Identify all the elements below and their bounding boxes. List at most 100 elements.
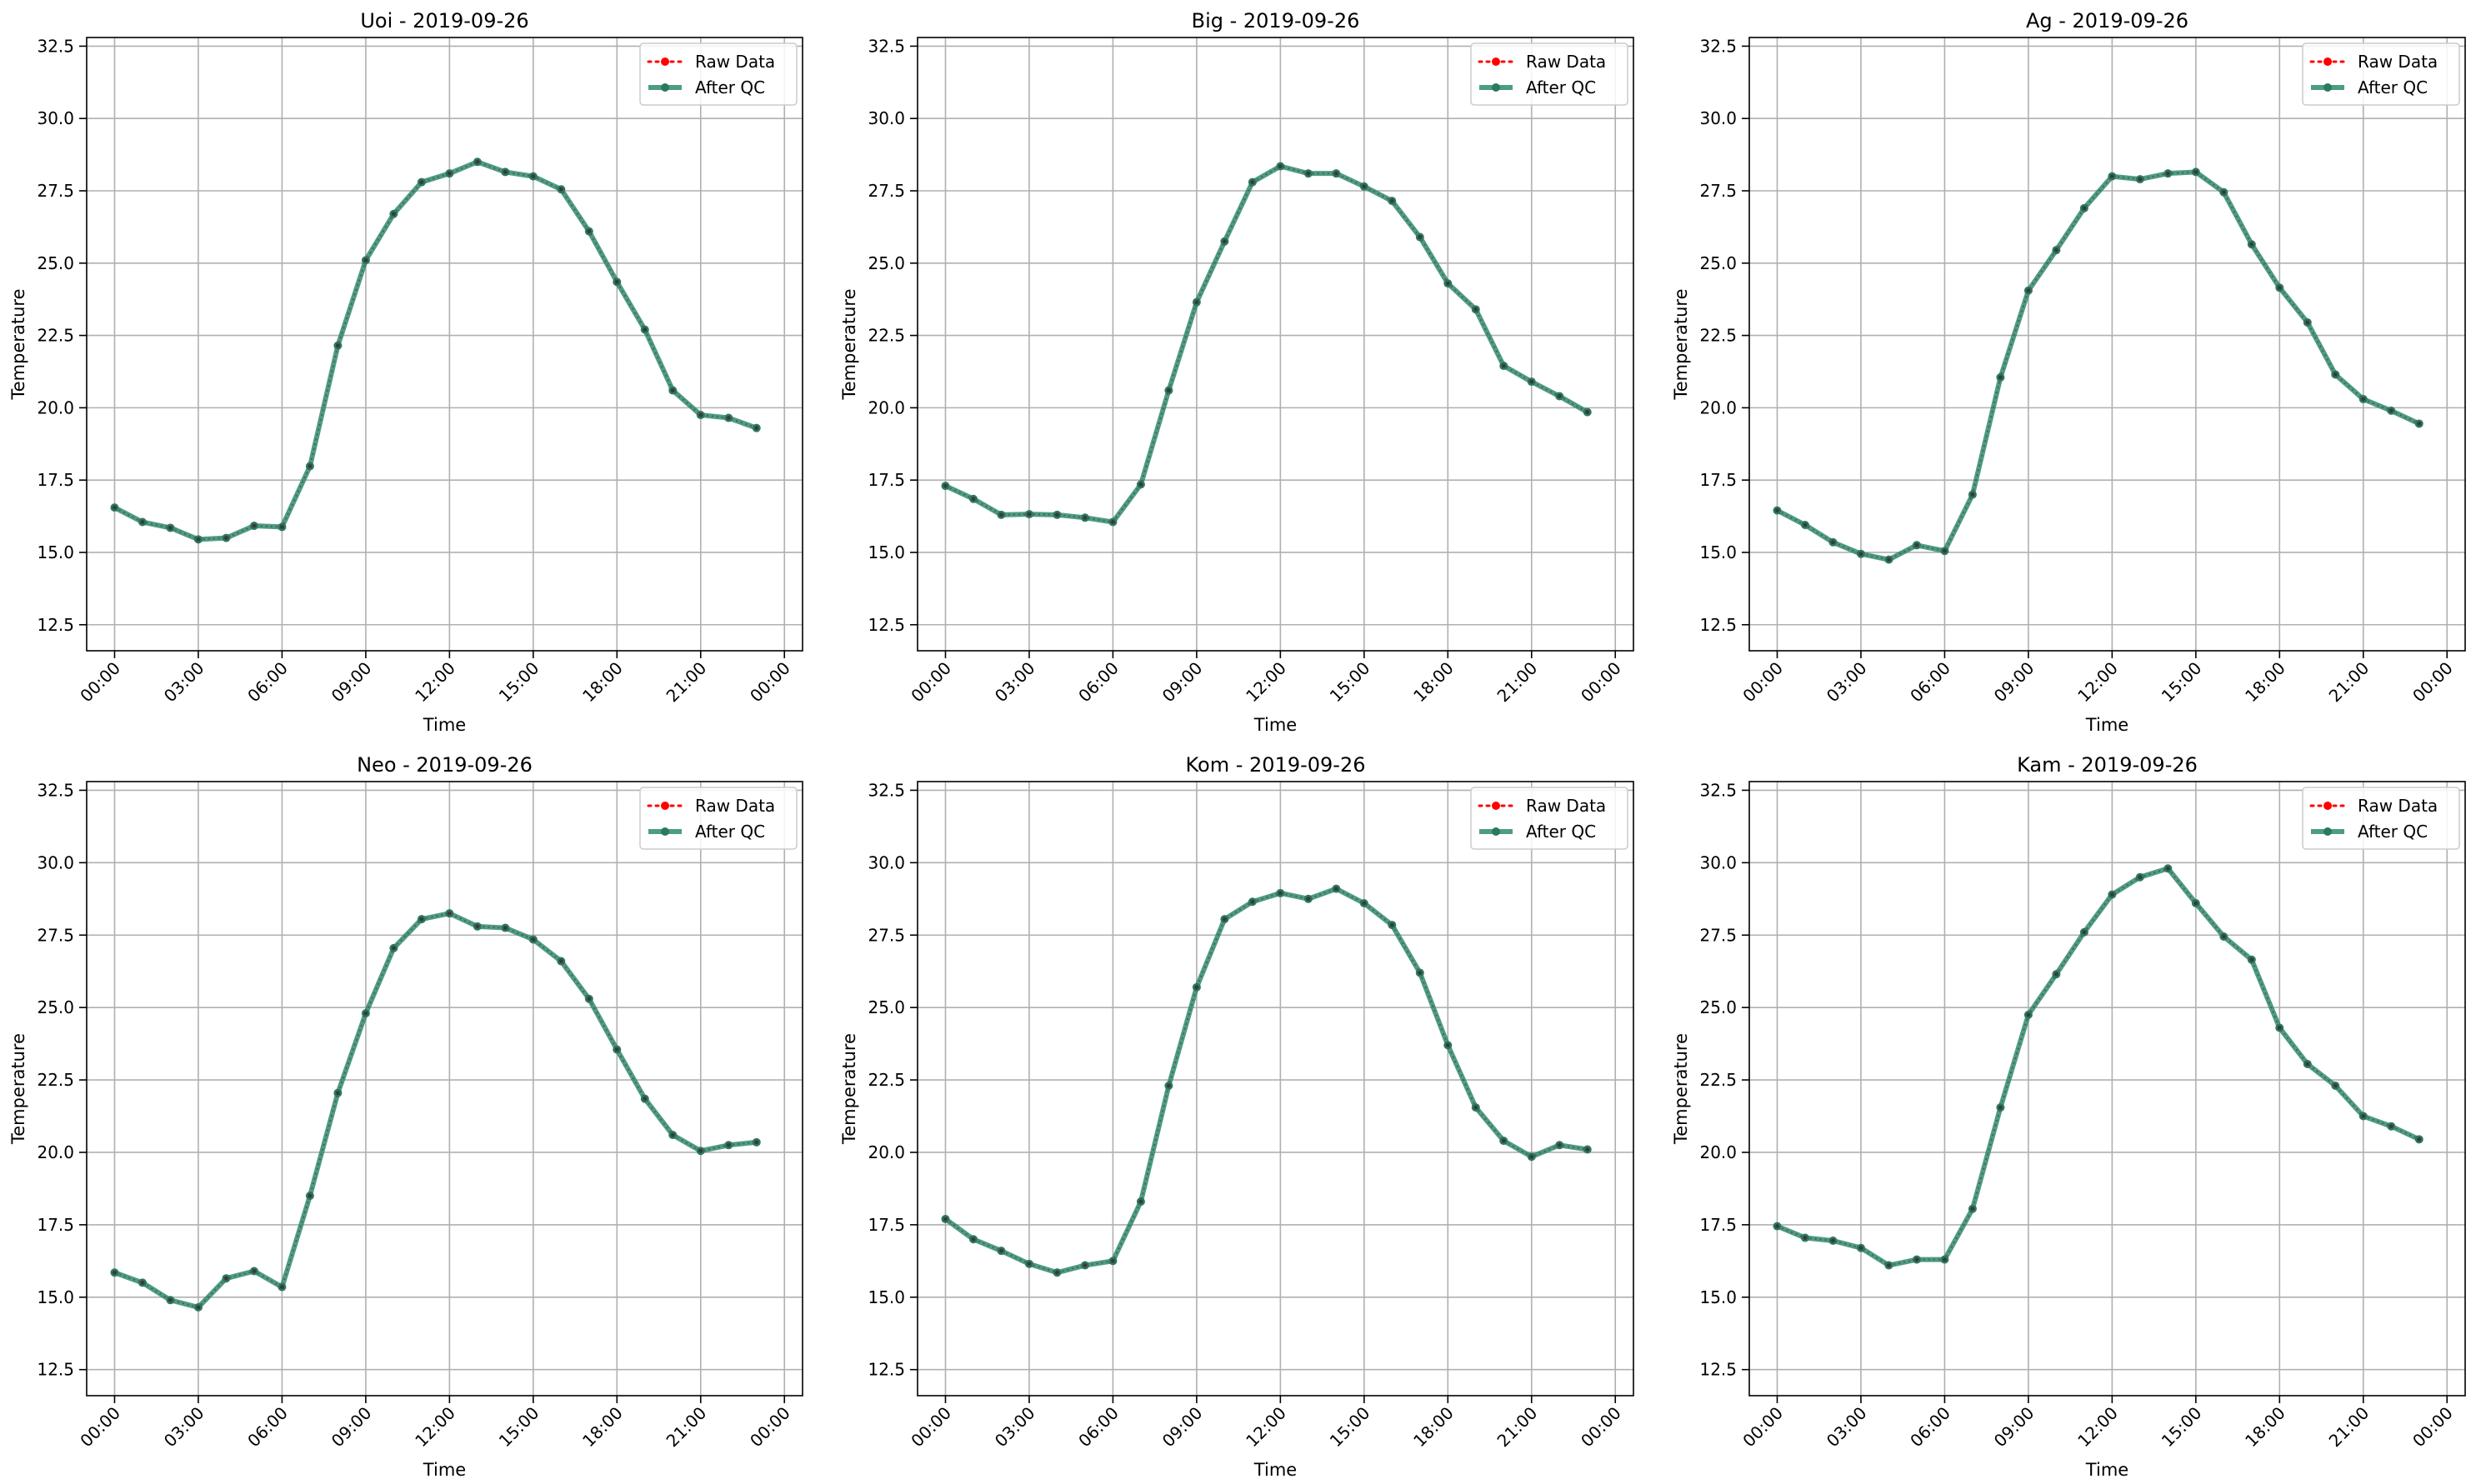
panel-3-y-axis-label: Temperature — [1671, 288, 1691, 400]
panel-4-series-raw-point — [391, 946, 396, 951]
panel-3-series-raw-point — [2417, 421, 2422, 426]
panel-3-title: Ag - 2019-09-26 — [2026, 9, 2188, 32]
panel-5-series-raw-point — [1222, 917, 1227, 922]
panel-2-series-raw-point — [1389, 198, 1394, 203]
panel-5-series-raw-point — [1473, 1105, 1478, 1110]
panel-2-axes-frame — [917, 37, 1634, 652]
panel-1-series-raw-point — [726, 416, 731, 421]
panel-2-series-raw-point — [1585, 410, 1590, 415]
panel-5-y-axis-label: Temperature — [839, 1033, 859, 1145]
panel-6-series-raw-point — [2333, 1083, 2338, 1088]
panel-6-series-raw-point — [2193, 901, 2198, 906]
panel-4-y-tick-label: 22.5 — [37, 1070, 74, 1090]
panel-3-legend-raw-label: Raw Data — [2358, 52, 2438, 72]
panel-4-series-raw-point — [419, 917, 424, 922]
panel-2-series-raw-point — [1501, 363, 1506, 368]
panel-6-series-after-qc-line — [1776, 866, 2421, 1268]
panel-2-legend-raw-label: Raw Data — [1526, 52, 1606, 72]
panel-3-series-after-qc-line — [1776, 169, 2421, 562]
panel-3-y-tick-label: 17.5 — [1699, 470, 1737, 490]
panel-2-series-raw-point — [1362, 184, 1367, 189]
panel-6-legend-after-qc-marker — [2323, 827, 2332, 836]
panel-6-series-raw-point — [2165, 866, 2170, 871]
panel-6-series-raw-point — [1914, 1257, 1919, 1262]
panel-3-series-raw-point — [2082, 206, 2087, 211]
panel-4-series-raw-point — [587, 997, 592, 1002]
panel-6-series-raw-point — [2053, 972, 2058, 977]
panel-5-legend-after-qc-marker — [1492, 827, 1500, 836]
panel-2-series-raw-point — [1110, 520, 1115, 525]
panel-3-axes-frame — [1748, 37, 2466, 652]
panel-5-series-raw-point — [943, 1217, 948, 1222]
panel-6-series-raw-point — [1774, 1224, 1779, 1229]
panel-4-series-raw-point — [698, 1148, 703, 1153]
panel-4-series-raw-point — [140, 1280, 145, 1285]
panel-4-series-raw-point — [643, 1097, 648, 1102]
panel-2-series-raw-point — [1529, 379, 1534, 384]
panel-3-legend-after-qc-label: After QC — [2358, 77, 2428, 97]
panel-4-x-axis-label: Time — [423, 1460, 466, 1480]
panel-2-series-raw-point — [1557, 393, 1562, 398]
panel-6-y-tick-label: 17.5 — [1699, 1215, 1737, 1235]
panel-6-y-tick-label: 30.0 — [1699, 852, 1737, 872]
panel-5-series-raw-point — [1418, 970, 1423, 975]
panel-5-series-raw-point — [1585, 1147, 1590, 1152]
panel-3-series-raw-point — [2388, 408, 2393, 413]
panel-6-series-raw-point — [1858, 1246, 1863, 1251]
panel-1-legend-raw-label: Raw Data — [695, 52, 775, 72]
panel-3-series-raw-point — [2109, 174, 2114, 179]
panel-4-series-raw-point — [531, 937, 536, 942]
panel-4-series-raw-point — [558, 959, 563, 964]
panel-6-series-raw-point — [2361, 1114, 2366, 1119]
panel-3-series-raw-point — [2221, 190, 2226, 195]
panel-6-series-raw-point — [2109, 892, 2114, 897]
panel-5-series-raw-point — [1529, 1154, 1534, 1159]
panel-5-series-raw-point — [1194, 985, 1199, 990]
panel-1-legend: Raw Data After QC — [639, 42, 798, 106]
panel-6-series-raw-point — [2388, 1124, 2393, 1129]
panel-4-legend-raw-label: Raw Data — [695, 796, 775, 816]
panel-1-y-tick-label: 32.5 — [37, 36, 74, 56]
panel-2-series-raw-point — [1418, 235, 1423, 240]
panel-2-series-raw-point — [1250, 180, 1255, 185]
panel-1-legend-after-qc-marker — [661, 83, 669, 92]
panel-1-y-tick-label: 22.5 — [37, 326, 74, 346]
panel-2-legend-after-qc-marker — [1492, 83, 1500, 92]
panel-6-legend: Raw Data After QC — [2302, 787, 2460, 850]
panel-5-legend-raw-label: Raw Data — [1526, 796, 1606, 816]
panel-3-series-raw-point — [2361, 397, 2366, 402]
panel-4-y-tick-label: 15.0 — [37, 1287, 74, 1307]
panel-4-y-tick-label: 30.0 — [37, 852, 74, 872]
panel-3-legend: Raw Data After QC — [2302, 42, 2460, 106]
panel-5-series-raw-point — [1083, 1263, 1088, 1268]
panel-4-series-raw-point — [168, 1297, 173, 1302]
panel-3-series-raw-point — [2138, 177, 2143, 182]
panel-2-legend: Raw Data After QC — [1470, 42, 1628, 106]
panel-3-series-raw-point — [2333, 372, 2338, 377]
panel-5-series-raw-point — [1110, 1258, 1115, 1263]
panel-4-y-tick-label: 12.5 — [37, 1360, 74, 1380]
panel-4-series-raw-point — [335, 1091, 340, 1096]
panel-3-series-raw-point — [2249, 242, 2254, 247]
panel-1-y-tick-label: 30.0 — [37, 108, 74, 128]
panel-4-series-raw-point — [447, 911, 452, 916]
panel-4-axes-frame — [86, 781, 803, 1397]
panel-4-series-raw-point — [726, 1142, 731, 1147]
panel-1-series-raw-point — [279, 524, 284, 529]
panel-5: 00:00 03:00 06:00 09:00 12:00 15:00 18:00 21:00… — [839, 753, 1634, 1480]
panel-3-y-tick-label: 32.5 — [1699, 36, 1737, 56]
panel-5-series-raw-point — [971, 1237, 976, 1242]
panel-4-series-raw-point — [308, 1193, 313, 1198]
panel-5-legend: Raw Data After QC — [1470, 787, 1628, 850]
panel-5-series-raw-point — [1138, 1199, 1143, 1204]
panel-1-series-raw-point — [587, 229, 592, 234]
panel-1-series-raw-point — [252, 523, 257, 528]
panel-6-y-tick-label: 27.5 — [1699, 925, 1737, 945]
panel-2-series-raw-point — [971, 497, 976, 502]
panel-6-x-axis-label: Time — [2085, 1460, 2128, 1480]
panel-4-title: Neo - 2019-09-26 — [357, 753, 533, 777]
panel-1-series-raw-point — [363, 257, 368, 262]
panel-6-series-raw-point — [1803, 1236, 1808, 1241]
panel-6-legend-raw-label: Raw Data — [2358, 796, 2438, 816]
panel-2-series-raw-point — [1166, 388, 1171, 393]
